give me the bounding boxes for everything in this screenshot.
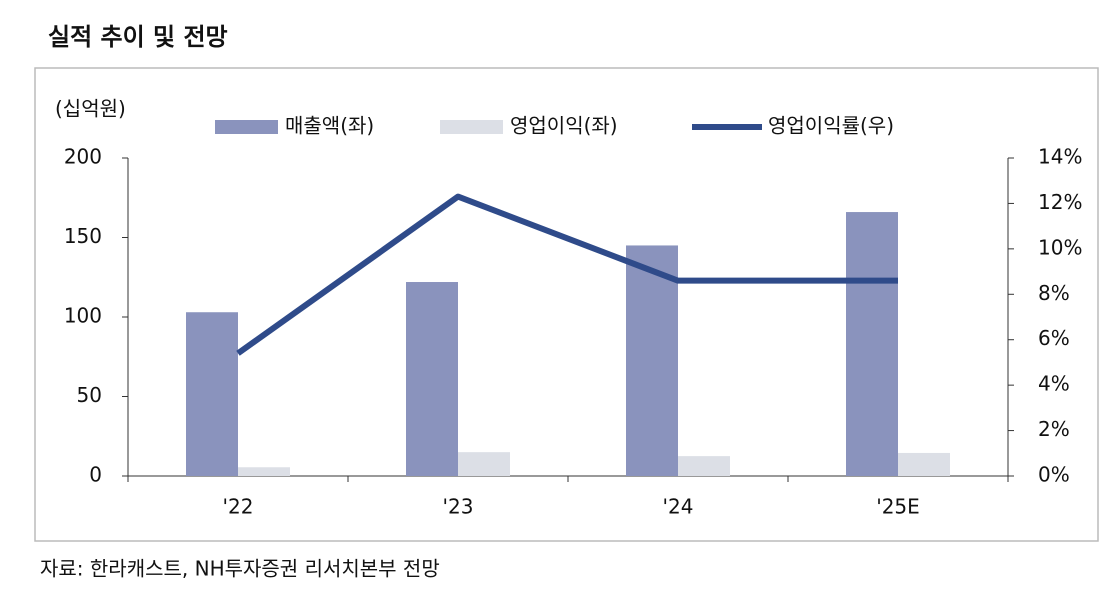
legend-label: 영업이익(좌) [510, 114, 618, 138]
y2-tick-label: 14% [1038, 145, 1082, 169]
y2-tick-label: 2% [1038, 417, 1070, 441]
bar [186, 312, 238, 476]
y-tick-label: 150 [64, 224, 102, 248]
x-tick-label: '23 [443, 495, 474, 519]
y2-tick-label: 0% [1038, 463, 1070, 487]
y-tick-label: 100 [64, 304, 102, 328]
bar [406, 282, 458, 476]
bar [846, 212, 898, 476]
x-tick-label: '22 [223, 495, 254, 519]
legend-swatch [215, 120, 278, 134]
unit-label: (십억원) [55, 97, 126, 121]
chart-title: 실적 추이 및 전망 [48, 23, 228, 51]
x-tick-label: '25E [876, 495, 920, 519]
legend-label: 영업이익률(우) [768, 114, 894, 138]
source-note: 자료: 한라캐스트, NH투자증권 리서치본부 전망 [40, 557, 440, 581]
bar [678, 456, 730, 476]
bar [458, 452, 510, 476]
y2-tick-label: 12% [1038, 190, 1082, 214]
y2-tick-label: 6% [1038, 326, 1070, 350]
bar [898, 452, 950, 476]
y2-tick-label: 10% [1038, 235, 1082, 259]
chart-frame [34, 67, 1099, 542]
x-tick-label: '24 [663, 495, 694, 519]
legend-swatch [440, 120, 503, 134]
y-tick-label: 50 [77, 383, 102, 407]
line [236, 193, 898, 356]
y-tick-label: 200 [64, 145, 102, 169]
y-tick-label: 0 [89, 463, 102, 487]
bar [238, 467, 290, 476]
legend-label: 매출액(좌) [285, 114, 374, 138]
y2-tick-label: 8% [1038, 281, 1070, 305]
bar [626, 245, 678, 476]
y2-tick-label: 4% [1038, 372, 1070, 396]
